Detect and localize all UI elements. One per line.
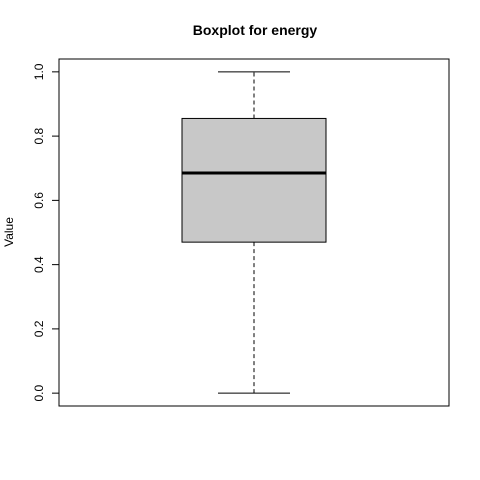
y-tick-label: 0.6 bbox=[32, 192, 46, 209]
chart-title: Boxplot for energy bbox=[193, 22, 318, 38]
y-tick-label: 1.0 bbox=[32, 63, 46, 80]
y-tick-label: 0.8 bbox=[32, 127, 46, 144]
y-tick-label: 0.0 bbox=[32, 384, 46, 401]
y-tick-label: 0.4 bbox=[32, 256, 46, 273]
y-axis: 0.0 0.2 0.4 0.6 0.8 1.0 bbox=[32, 63, 60, 401]
iqr-box bbox=[181, 117, 327, 243]
y-axis-label: Value bbox=[2, 217, 16, 247]
box-group bbox=[181, 71, 327, 394]
y-tick-label: 0.2 bbox=[32, 320, 46, 337]
